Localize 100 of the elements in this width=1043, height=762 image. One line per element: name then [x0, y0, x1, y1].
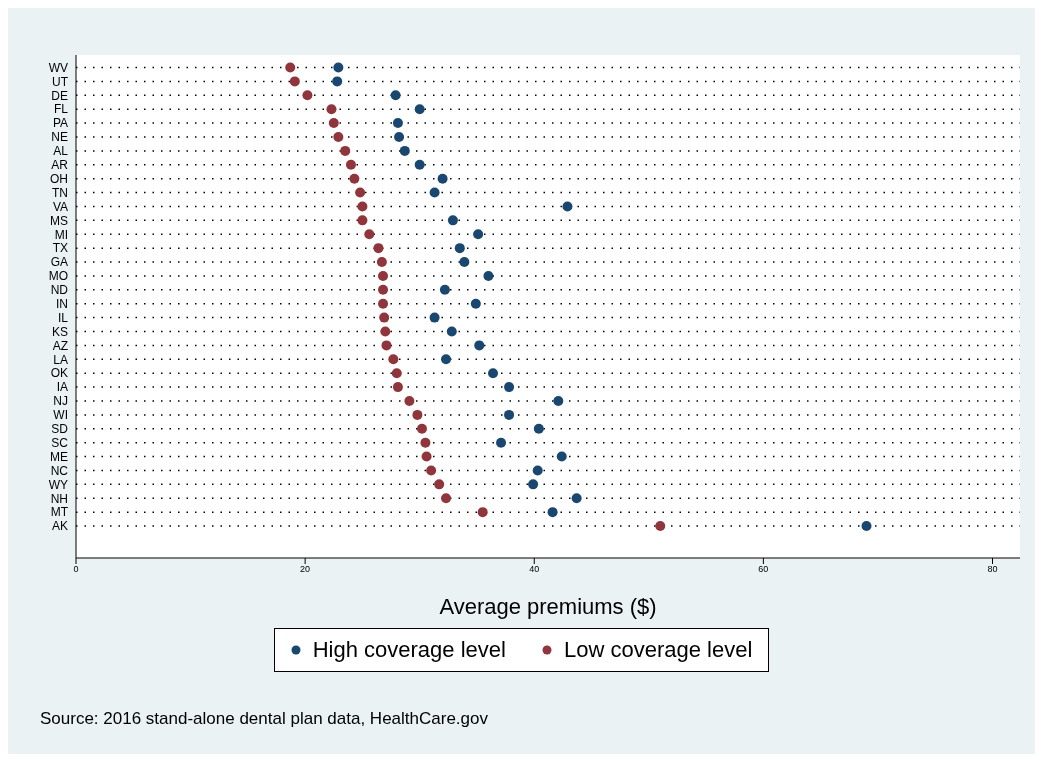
point: [373, 243, 384, 254]
point: [379, 312, 390, 323]
y-tick-label: KS: [51, 324, 68, 339]
point: [429, 312, 440, 323]
y-tick-label: NJ: [53, 394, 68, 409]
y-tick-label: LA: [53, 352, 68, 367]
point: [302, 90, 313, 101]
point: [390, 90, 401, 101]
point: [399, 145, 410, 156]
point: [349, 173, 360, 184]
point: [289, 76, 300, 87]
point: [655, 521, 666, 532]
point: [378, 270, 389, 281]
point: [488, 368, 499, 379]
point: [562, 201, 573, 212]
point: [420, 437, 431, 448]
y-tick-label: WV: [48, 60, 68, 75]
y-tick-label: NH: [50, 491, 68, 506]
source-note: Source: 2016 stand-alone dental plan data, HealthCare.gov: [40, 709, 488, 729]
point: [392, 118, 403, 129]
legend-label: Low coverage level: [563, 637, 753, 663]
point: [533, 423, 544, 434]
point: [504, 382, 515, 393]
point: [459, 257, 470, 268]
point: [439, 284, 450, 295]
y-tick-label: OK: [50, 366, 68, 381]
y-tick-label: ND: [50, 283, 69, 298]
point: [378, 284, 389, 295]
point: [547, 507, 558, 518]
y-tick-label: AR: [51, 158, 69, 173]
y-tick-label: ME: [50, 449, 68, 464]
x-tick-label: 40: [529, 564, 540, 575]
point: [404, 395, 415, 406]
y-tick-label: VA: [52, 199, 68, 214]
y-tick-label: WY: [48, 477, 68, 492]
point: [441, 354, 452, 365]
point: [532, 465, 543, 476]
point: [345, 159, 356, 170]
point: [414, 159, 425, 170]
point: [477, 507, 488, 518]
point: [285, 62, 296, 73]
point: [340, 145, 351, 156]
y-tick-label: AK: [51, 519, 68, 534]
y-tick-label: IN: [56, 296, 68, 311]
point: [380, 326, 391, 337]
point: [326, 104, 337, 115]
point: [571, 493, 582, 504]
x-axis-title: Average premiums ($): [439, 594, 657, 619]
x-tick-label: 80: [987, 564, 998, 575]
y-tick-label: AL: [53, 144, 69, 159]
y-tick-label: MO: [48, 269, 68, 284]
point: [333, 131, 344, 142]
point: [333, 62, 344, 73]
point: [388, 354, 399, 365]
point: [332, 76, 343, 87]
point: [437, 173, 448, 184]
point: [376, 257, 387, 268]
point: [357, 215, 368, 226]
y-tick-label: MI: [54, 227, 68, 242]
point: [483, 270, 494, 281]
y-tick-label: UT: [52, 74, 69, 89]
point: [470, 298, 481, 309]
y-tick-label: GA: [50, 255, 68, 270]
y-tick-label: PA: [52, 116, 68, 131]
y-tick-label: FL: [53, 102, 69, 117]
point: [328, 118, 339, 129]
point: [364, 229, 375, 240]
point: [426, 465, 437, 476]
point: [416, 423, 427, 434]
y-tick-label: IL: [57, 310, 69, 325]
legend-label: High coverage level: [312, 637, 506, 663]
y-tick-label: TN: [52, 185, 68, 200]
point: [553, 395, 564, 406]
x-tick-label: 20: [300, 564, 311, 575]
point: [434, 479, 445, 490]
y-tick-label: SC: [51, 435, 69, 450]
y-tick-label: TX: [52, 241, 68, 256]
y-tick-label: DE: [51, 88, 68, 103]
point: [392, 382, 403, 393]
y-tick-label: NE: [51, 130, 68, 145]
point: [429, 187, 440, 198]
y-tick-label: NC: [50, 463, 69, 478]
y-tick-label: AZ: [52, 338, 68, 353]
point: [528, 479, 539, 490]
point: [441, 493, 452, 504]
y-tick-label: MT: [50, 505, 69, 520]
point: [381, 340, 392, 351]
point: [391, 368, 402, 379]
x-tick-label: 60: [758, 564, 769, 575]
point: [447, 215, 458, 226]
point: [421, 451, 432, 462]
y-tick-label: MS: [50, 213, 68, 228]
point: [556, 451, 567, 462]
x-tick-label: 0: [73, 564, 79, 575]
point: [504, 409, 515, 420]
y-tick-label: OH: [50, 171, 68, 186]
y-tick-label: SD: [51, 422, 69, 437]
point: [446, 326, 457, 337]
point: [412, 409, 423, 420]
y-tick-label: IA: [56, 380, 68, 395]
